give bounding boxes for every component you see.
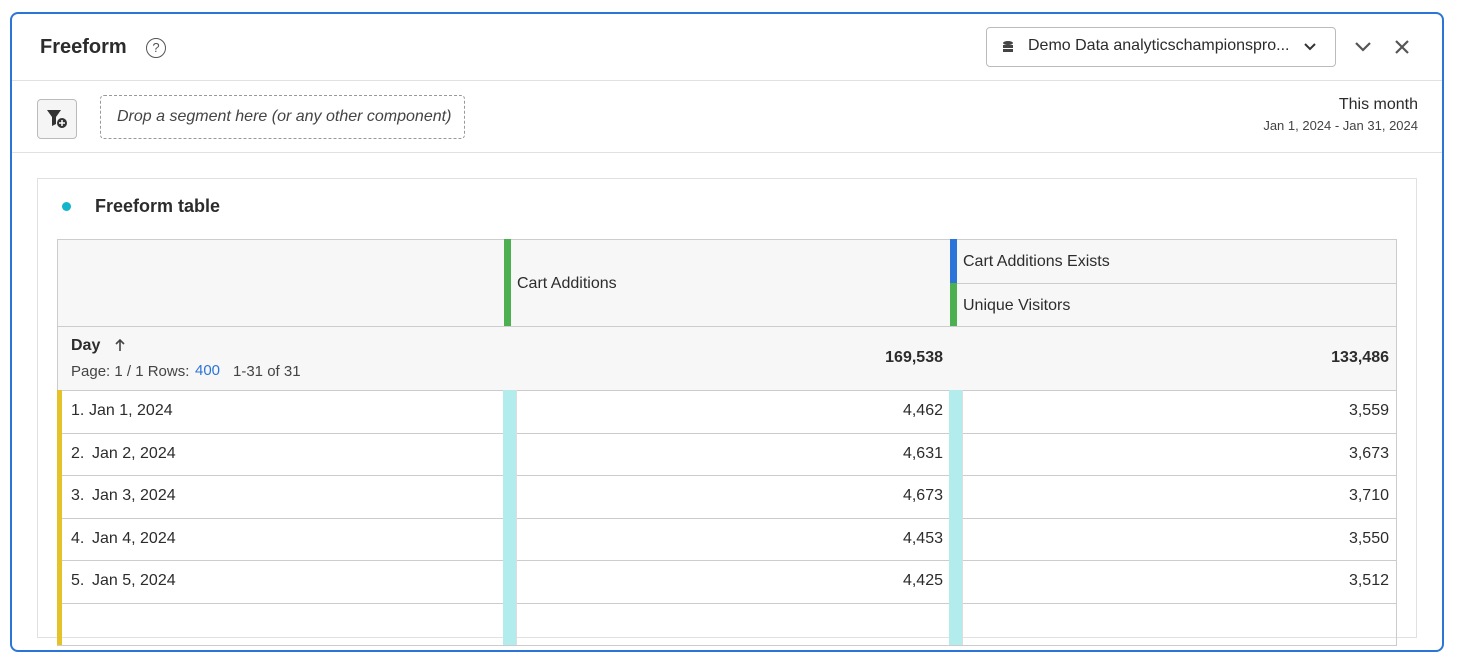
column-divider xyxy=(962,517,963,560)
data-view-dropdown[interactable] xyxy=(986,27,1336,67)
row-label[interactable]: Jan 4, 2024 xyxy=(92,529,176,547)
rows-per-page[interactable]: 400 xyxy=(195,362,221,379)
cell-bar xyxy=(503,390,516,433)
drop-zone-text: Drop a segment here (or any other compon… xyxy=(117,108,452,125)
metric-handle[interactable] xyxy=(504,239,511,326)
row-label[interactable]: Jan 3, 2024 xyxy=(92,487,176,504)
table-title: Freeform table xyxy=(95,196,221,216)
row-border xyxy=(57,517,1397,561)
cell-bar xyxy=(949,390,962,433)
pagination-page: Page: 1 / 1 Rows: xyxy=(71,363,190,380)
cell-value: 3,512 xyxy=(1348,572,1389,589)
cell-bar xyxy=(503,517,516,560)
sort-arrow[interactable] xyxy=(114,338,126,352)
row-border xyxy=(57,560,1397,604)
column-divider xyxy=(962,390,963,433)
column-header[interactable]: Cart Additions xyxy=(517,275,617,292)
cell-value: 3,559 xyxy=(1348,402,1389,419)
column-divider xyxy=(516,602,517,645)
table-header xyxy=(57,239,1397,391)
cell-bar xyxy=(503,475,516,518)
column-divider xyxy=(962,432,963,475)
column-divider xyxy=(516,560,517,603)
row-label[interactable]: Jan 2, 2024 xyxy=(92,444,176,462)
dimension-header[interactable]: Day xyxy=(71,337,101,354)
page: Freeform ? Demo Data analyticschampionsp… xyxy=(10,12,1444,652)
cell-bar xyxy=(503,432,516,475)
row-number: 1. xyxy=(71,402,85,419)
cell-bar xyxy=(949,560,962,603)
database-icon xyxy=(1003,41,1013,52)
column-divider xyxy=(516,475,517,518)
cell-bar xyxy=(503,560,516,603)
column-divider xyxy=(516,517,517,560)
row-number: 2. xyxy=(71,444,85,462)
cell-bar xyxy=(503,602,516,645)
help-icon[interactable]: ? xyxy=(146,38,166,58)
cell-value: 4,673 xyxy=(902,487,943,504)
cell-value: 4,462 xyxy=(902,402,943,419)
row-border xyxy=(57,475,1397,519)
dropdown-chevron xyxy=(1304,43,1316,51)
metric-handle[interactable] xyxy=(950,283,957,326)
pagination-range: 1-31 of 31 xyxy=(233,363,301,380)
column-divider xyxy=(962,560,963,603)
row-number: 4. xyxy=(71,529,85,547)
row-marker xyxy=(57,602,62,645)
row-border xyxy=(57,390,1397,434)
cell-value: 4,453 xyxy=(902,529,943,547)
row-border xyxy=(57,602,1397,646)
filter-icon xyxy=(47,110,67,128)
divider xyxy=(12,152,1442,153)
column-header[interactable]: Unique Visitors xyxy=(963,297,1071,314)
date-range: Jan 1, 2024 - Jan 31, 2024 xyxy=(1263,118,1418,133)
cell-value: 3,550 xyxy=(1348,529,1389,547)
header-divider xyxy=(57,326,1397,327)
segment-handle[interactable] xyxy=(950,239,957,283)
cell-value: 4,631 xyxy=(902,444,943,462)
row-number: 3. xyxy=(71,487,85,504)
column-header[interactable]: Cart Additions Exists xyxy=(963,253,1110,270)
close-button[interactable] xyxy=(1394,39,1410,55)
cell-value: 3,710 xyxy=(1348,487,1389,504)
cell-bar xyxy=(949,517,962,560)
collapse-button[interactable] xyxy=(1354,40,1372,54)
row-label[interactable]: Jan 5, 2024 xyxy=(92,572,176,589)
column-divider xyxy=(516,432,517,475)
column-divider xyxy=(516,390,517,433)
cell-value: 4,425 xyxy=(902,572,943,589)
cell-value: 3,673 xyxy=(1348,444,1389,462)
row-marker xyxy=(57,475,62,518)
header-divider xyxy=(950,283,1397,284)
date-range-label[interactable]: This month xyxy=(1338,96,1418,113)
row-marker xyxy=(57,560,62,603)
divider xyxy=(12,80,1442,81)
segment-drop-zone[interactable] xyxy=(100,95,465,139)
column-divider xyxy=(962,602,963,645)
cell-bar xyxy=(949,475,962,518)
panel-title: Freeform xyxy=(40,36,127,58)
cell-bar xyxy=(949,432,962,475)
row-label[interactable]: Jan 1, 2024 xyxy=(89,402,173,419)
row-marker xyxy=(57,432,62,475)
column-divider xyxy=(962,475,963,518)
row-border xyxy=(57,432,1397,476)
row-marker xyxy=(57,390,62,433)
status-dot xyxy=(62,202,71,211)
cell-bar xyxy=(949,602,962,645)
row-number: 5. xyxy=(71,572,85,589)
data-view-name: Demo Data analyticschampionspro... xyxy=(1028,37,1290,54)
total-value: 133,486 xyxy=(1331,349,1389,366)
row-marker xyxy=(57,517,62,560)
add-segment-button[interactable] xyxy=(37,99,77,139)
total-value: 169,538 xyxy=(885,349,943,366)
